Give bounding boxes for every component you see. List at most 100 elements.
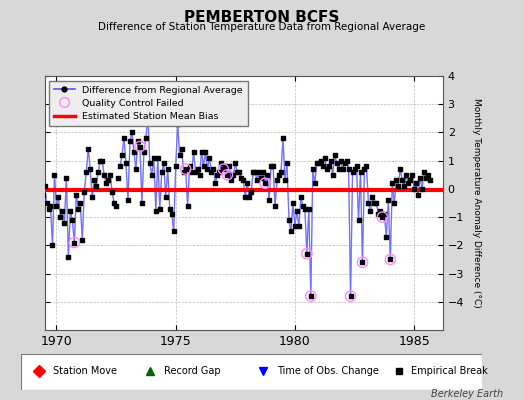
Point (267, 163, 275, 170)
Point (40, 183, 49, 189)
Point (301, 206, 309, 212)
Point (392, 177, 400, 184)
Point (227, 177, 235, 184)
Point (158, 169, 166, 175)
Point (339, 166, 347, 172)
Point (74, 206, 82, 212)
Point (102, 180, 111, 186)
Point (166, 206, 174, 212)
Point (273, 177, 281, 184)
Point (253, 177, 261, 184)
Point (84, 146, 92, 152)
Point (352, 163, 361, 170)
Point (215, 169, 224, 175)
Point (30, 177, 39, 184)
Point (128, 129, 136, 136)
Point (394, 183, 402, 189)
Point (334, 166, 343, 172)
Point (404, 180, 412, 186)
Point (362, 163, 370, 170)
Point (173, 121, 182, 127)
Point (94, 169, 102, 175)
Point (42, 200, 51, 206)
Point (118, 152, 126, 158)
Point (151, 208, 160, 215)
Point (323, 166, 331, 172)
Point (132, 166, 140, 172)
Point (422, 174, 430, 181)
Point (382, 234, 390, 240)
Point (269, 163, 277, 170)
Point (98, 158, 106, 164)
Point (299, 203, 307, 209)
Point (223, 172, 232, 178)
Point (261, 180, 269, 186)
Point (38, 191, 47, 198)
Point (217, 160, 226, 167)
Point (169, 228, 178, 234)
Point (412, 180, 420, 186)
Point (76, 200, 84, 206)
Point (86, 166, 94, 172)
Point (231, 160, 239, 167)
Point (141, 135, 150, 141)
Point (104, 177, 112, 184)
Point (265, 197, 274, 203)
Point (281, 177, 289, 184)
Point (283, 160, 291, 167)
Point (257, 174, 265, 181)
Point (208, 169, 216, 175)
Point (181, 166, 190, 172)
Point (247, 188, 255, 195)
Point (52, 203, 61, 209)
Point (46, 203, 54, 209)
Point (408, 172, 417, 178)
Text: Berkeley Earth: Berkeley Earth (431, 389, 503, 399)
Point (221, 163, 230, 170)
Point (324, 163, 333, 170)
Point (342, 158, 351, 164)
Point (199, 163, 208, 170)
Point (116, 163, 124, 170)
Point (108, 188, 116, 195)
Point (193, 166, 202, 172)
Point (319, 163, 327, 170)
Point (148, 172, 156, 178)
Point (372, 200, 380, 206)
Point (106, 172, 114, 178)
Point (100, 172, 108, 178)
Text: Difference of Station Temperature Data from Regional Average: Difference of Station Temperature Data f… (99, 22, 425, 32)
Point (309, 166, 317, 172)
Point (72, 191, 81, 198)
Point (303, 250, 311, 257)
Point (424, 172, 432, 178)
Point (229, 172, 237, 178)
Point (126, 138, 134, 144)
Point (263, 172, 271, 178)
Point (140, 149, 148, 155)
Point (134, 138, 142, 144)
Point (400, 183, 408, 189)
Point (307, 293, 315, 299)
Point (96, 158, 104, 164)
Point (390, 200, 398, 206)
FancyBboxPatch shape (21, 354, 482, 390)
Point (36, 172, 45, 178)
Point (225, 163, 234, 170)
Point (370, 200, 379, 206)
Point (277, 169, 285, 175)
Point (82, 169, 91, 175)
Point (289, 200, 297, 206)
Point (285, 217, 293, 223)
Text: Record Gap: Record Gap (164, 366, 221, 376)
Point (316, 158, 325, 164)
Point (261, 180, 269, 186)
Point (410, 186, 418, 192)
Point (358, 259, 367, 266)
Point (161, 194, 170, 200)
Point (294, 222, 303, 229)
Point (304, 206, 313, 212)
Point (378, 214, 387, 220)
Point (219, 166, 227, 172)
Point (348, 169, 357, 175)
